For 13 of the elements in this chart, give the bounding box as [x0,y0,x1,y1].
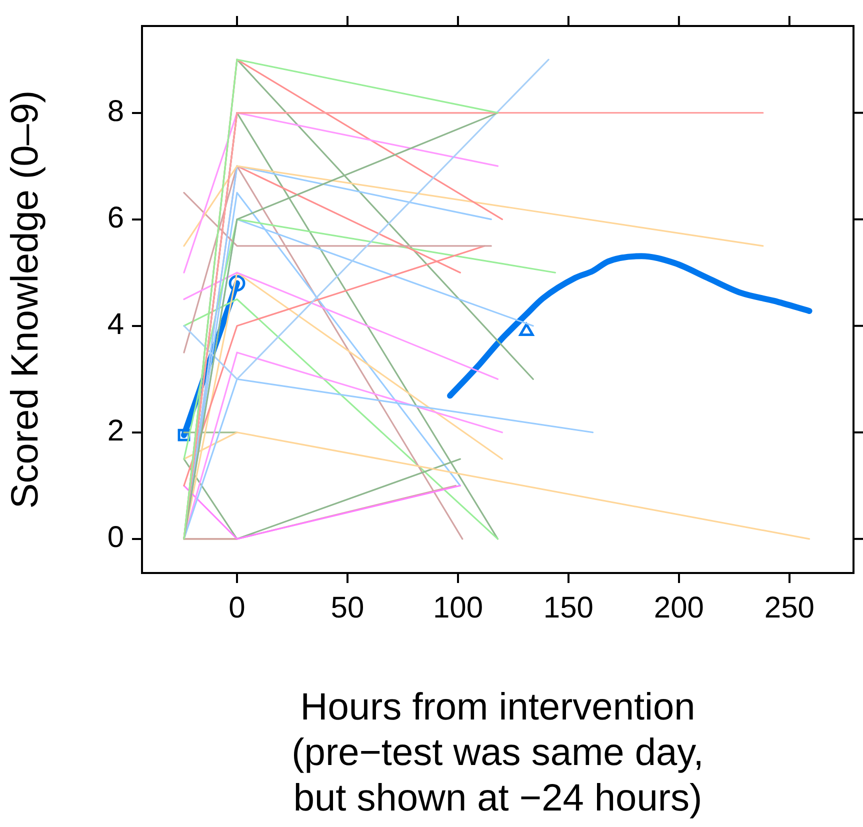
y-tick-label: 4 [107,308,124,342]
x-tick-label: 200 [654,591,704,624]
x-tick-label: 250 [764,591,814,624]
y-tick-label: 2 [107,414,124,448]
x-tick-label: 0 [228,591,246,624]
x-tick-label: 50 [330,591,364,624]
x-tick-label: 150 [543,591,594,624]
y-tick-label: 6 [107,202,124,235]
y-tick-label: 0 [107,521,124,554]
y-axis-title: Scored Knowledge (0–9) [4,90,46,509]
y-tick-label: 8 [107,95,124,128]
x-axis-title: Hours from intervention (pre−test was same day, but shown at −24 hours) [292,686,704,820]
x-tick-label: 100 [432,591,484,624]
